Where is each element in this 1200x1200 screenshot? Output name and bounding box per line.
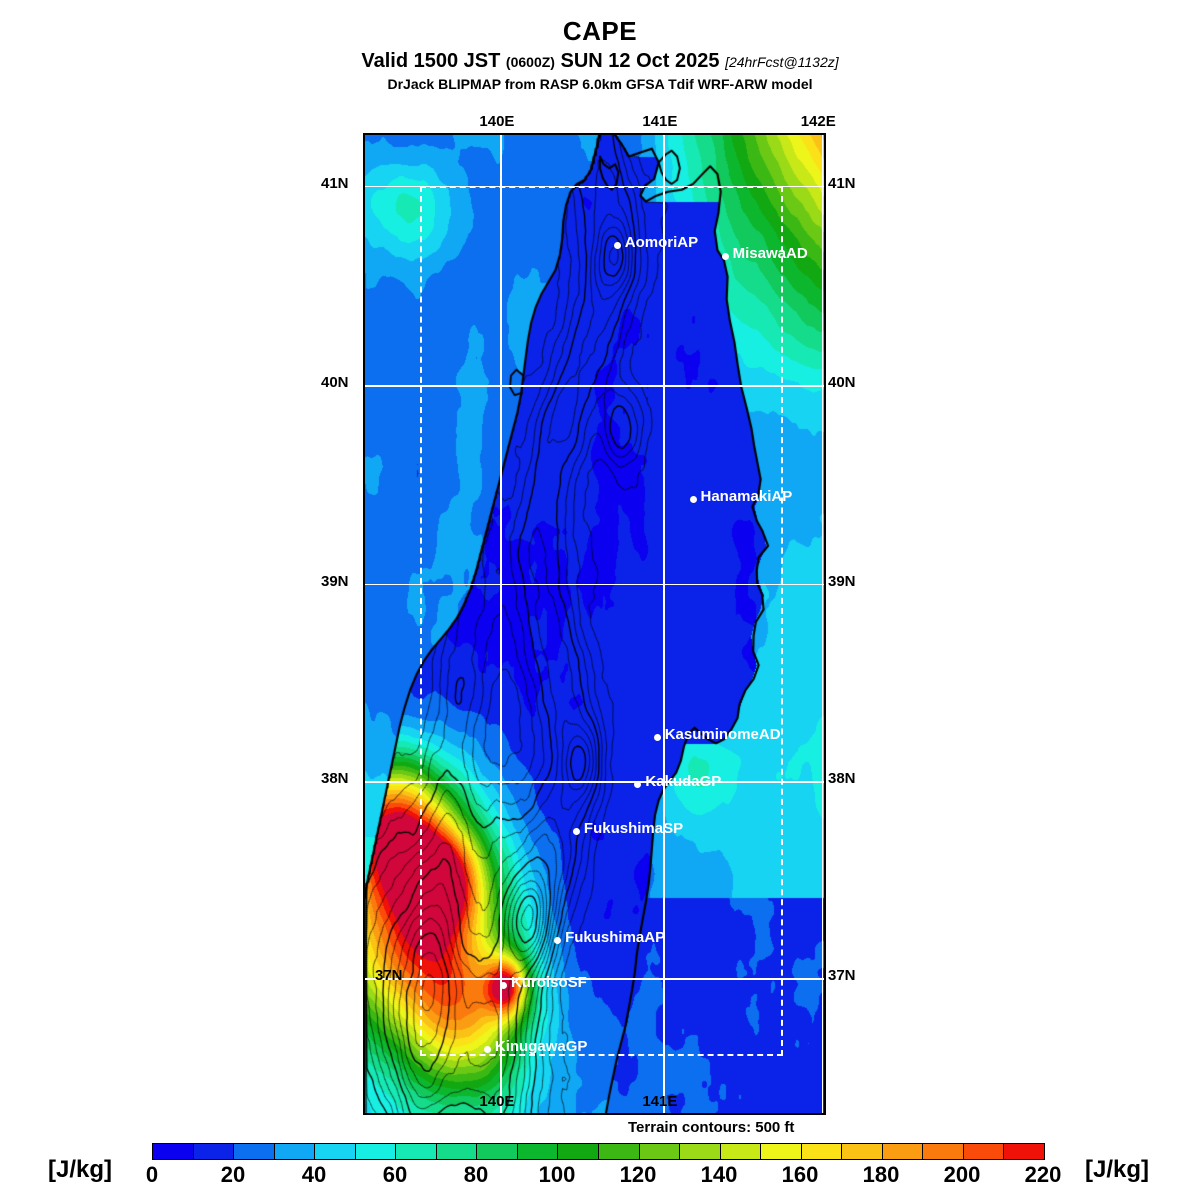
colorbar-segment	[558, 1144, 600, 1159]
colorbar-segment	[193, 1144, 235, 1159]
colorbar-segment	[599, 1144, 640, 1159]
latitude-tick-left: 38N	[321, 770, 349, 788]
colorbar-tick-label: 100	[538, 1162, 576, 1187]
title-block: CAPE Valid 1500 JST (0600Z) SUN 12 Oct 2…	[0, 16, 1200, 93]
colorbar-tick-label: 0	[145, 1162, 159, 1187]
latitude-gridline	[365, 385, 824, 387]
colorbar-segment	[436, 1144, 478, 1159]
colorbar-tick-label: 200	[943, 1162, 981, 1187]
page-title: CAPE	[562, 16, 638, 46]
station-dot-icon	[653, 733, 661, 741]
station-dot-icon	[613, 241, 621, 249]
station-label: KasuminomeAD	[664, 725, 781, 743]
colorbar-segment	[315, 1144, 356, 1159]
colorbar-tick-label: 20	[220, 1162, 246, 1187]
latitude-gridline	[365, 583, 824, 586]
station-label: AomoriAP	[624, 233, 699, 251]
colorbar-tick-label: 60	[382, 1162, 408, 1187]
valid-prefix: Valid 1500 JST	[361, 50, 501, 73]
longitude-gridline	[500, 135, 502, 1113]
colorbar-tick-label: 220	[1024, 1162, 1062, 1187]
colorbar	[152, 1143, 1045, 1160]
colorbar-tick-label: 120	[619, 1162, 657, 1187]
colorbar-segment	[1004, 1144, 1045, 1159]
valid-utc: (0600Z)	[505, 54, 555, 71]
colorbar-segment	[882, 1144, 924, 1159]
colorbar-tick-label: 40	[301, 1162, 327, 1187]
station-dot-icon	[499, 981, 507, 989]
valid-date: SUN 12 Oct 2025	[560, 50, 720, 73]
station-dot-icon	[634, 781, 642, 789]
station-dot-icon	[721, 253, 729, 261]
cape-map[interactable]: AomoriAP MisawaAD HanamakiAP KasuminomeAD Ka…	[363, 133, 826, 1115]
station-label: FukushimaSP	[583, 820, 684, 838]
analysis-domain-box	[420, 185, 784, 1057]
longitude-gridline	[821, 135, 824, 1113]
colorbar-tick-label: 80	[463, 1162, 489, 1187]
colorbar-segment	[720, 1144, 762, 1159]
colorbar-segment	[234, 1144, 275, 1159]
latitude-gridline	[365, 781, 824, 784]
colorbar-segment	[396, 1144, 437, 1159]
longitude-gridline	[663, 135, 665, 1113]
latitude-tick-left: 39N	[321, 572, 349, 590]
colorbar-segment	[153, 1144, 194, 1159]
colorbar-area: [J/kg] [J/kg] 0 20 40 60 80 100 120 140 160 180 20…	[0, 1138, 1200, 1200]
model-line: DrJack BLIPMAP from RASP 6.0km GFSA Tdif…	[387, 76, 813, 93]
cape-raster	[365, 135, 824, 1113]
colorbar-tick-label: 140	[700, 1162, 738, 1187]
longitude-tick-bottom: 141E	[642, 1093, 678, 1110]
longitude-tick-top: 141E	[642, 113, 678, 130]
station-label: HanamakiAP	[700, 487, 793, 505]
latitude-tick-left: 41N	[321, 174, 349, 192]
colorbar-segment	[355, 1144, 397, 1159]
station-label: KinugawaGP	[494, 1038, 588, 1056]
latitude-gridline	[365, 978, 824, 980]
latitude-tick-right: 38N	[828, 770, 856, 788]
station-label: MisawaAD	[732, 245, 808, 263]
colorbar-segment	[923, 1144, 964, 1159]
latitude-tick-right: 37N	[828, 967, 856, 985]
station-dot-icon	[572, 828, 580, 836]
latitude-tick-left: 40N	[321, 374, 349, 392]
colorbar-segment	[761, 1144, 802, 1159]
colorbar-segment	[477, 1144, 518, 1159]
longitude-tick-top: 140E	[479, 113, 515, 130]
valid-time-line: Valid 1500 JST (0600Z) SUN 12 Oct 2025 […	[0, 51, 1200, 72]
latitude-tick-right: 39N	[828, 572, 856, 590]
longitude-tick-bottom: 140E	[479, 1093, 515, 1110]
colorbar-units-right: [J/kg]	[1085, 1156, 1150, 1183]
colorbar-tick-label: 160	[781, 1162, 819, 1187]
station-dot-icon	[554, 936, 562, 944]
colorbar-segment	[801, 1144, 843, 1159]
latitude-tick-right: 41N	[828, 174, 856, 192]
forecast-stamp: [24hrFcst@1132z]	[725, 54, 839, 71]
colorbar-segment	[963, 1144, 1005, 1159]
station-label: FukushimaAP	[565, 928, 666, 946]
longitude-tick-top: 142E	[800, 113, 836, 130]
colorbar-segment	[517, 1144, 559, 1159]
colorbar-segment	[842, 1144, 883, 1159]
colorbar-units-left: [J/kg]	[48, 1156, 113, 1183]
station-dot-icon	[689, 495, 697, 503]
latitude-tick-left: 37N	[375, 967, 403, 985]
colorbar-tick-label: 180	[862, 1162, 900, 1187]
station-label: KuroisoSF	[510, 973, 587, 991]
station-label: KakudaGP	[645, 773, 722, 791]
latitude-tick-right: 40N	[828, 374, 856, 392]
colorbar-segment	[680, 1144, 721, 1159]
terrain-contour-note: Terrain contours: 500 ft	[628, 1119, 795, 1136]
colorbar-segment	[274, 1144, 316, 1159]
station-dot-icon	[483, 1046, 491, 1054]
colorbar-segment	[639, 1144, 681, 1159]
